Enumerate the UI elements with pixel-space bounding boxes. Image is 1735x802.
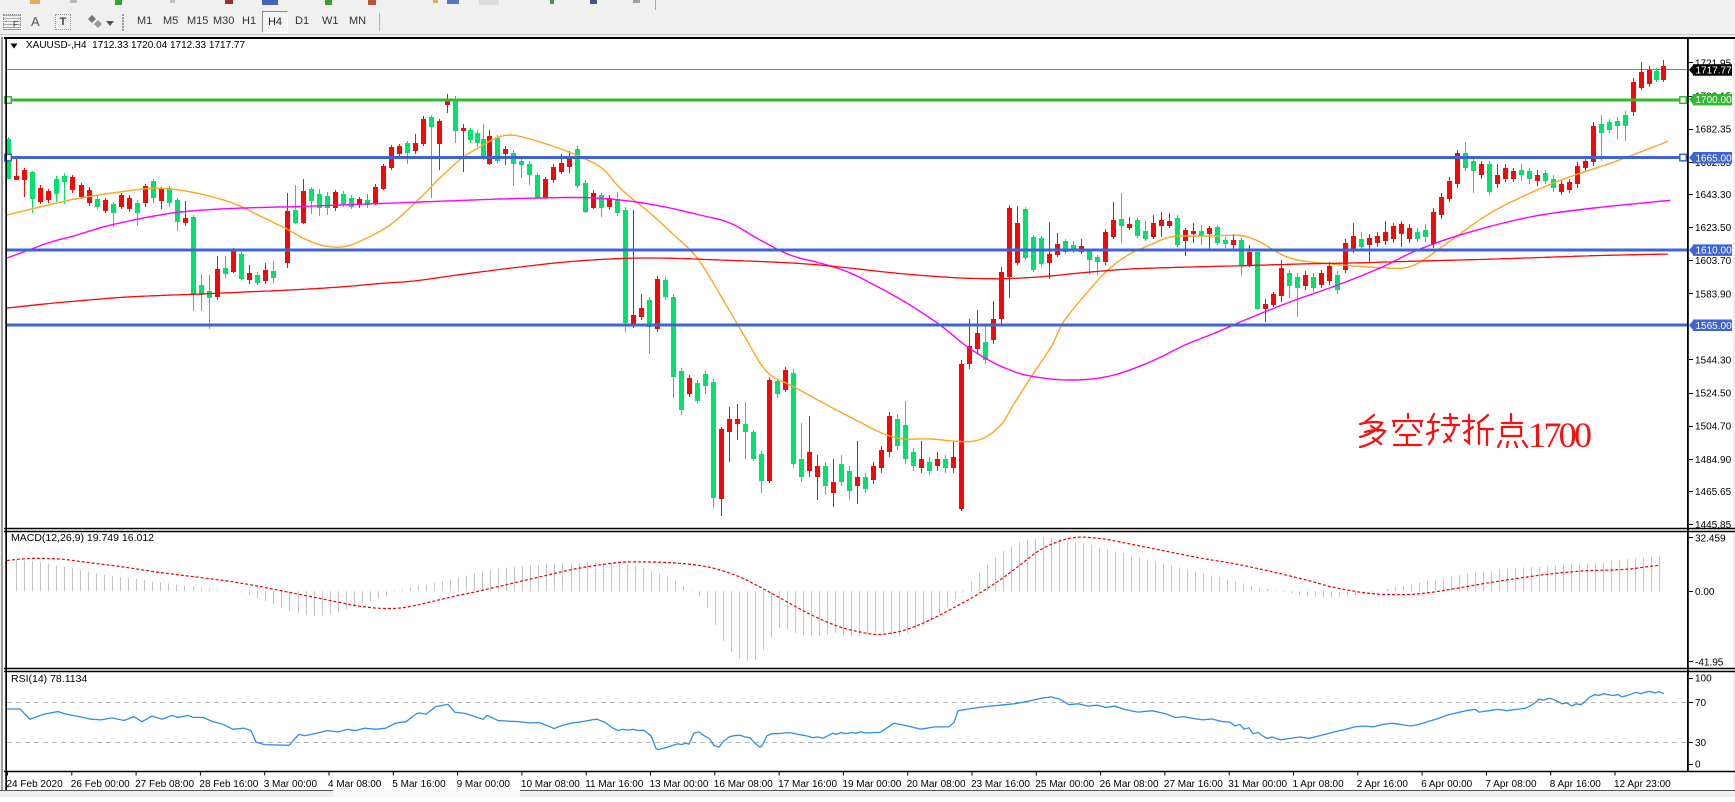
svg-text:1565.00: 1565.00 <box>1696 321 1733 332</box>
svg-text:30: 30 <box>1695 738 1707 749</box>
svg-text:25 Mar 00:00: 25 Mar 00:00 <box>1035 779 1094 790</box>
svg-text:28 Feb 16:00: 28 Feb 16:00 <box>199 779 258 790</box>
svg-text:27 Feb 08:00: 27 Feb 08:00 <box>135 779 194 790</box>
svg-text:10 Mar 08:00: 10 Mar 08:00 <box>521 779 580 790</box>
svg-text:XAUUSD-,H4 1712.33 1720.04 17: XAUUSD-,H4 1712.33 1720.04 1712.33 1717.… <box>26 40 245 51</box>
svg-text:1583.90: 1583.90 <box>1695 289 1732 300</box>
svg-text:11 Mar 16:00: 11 Mar 16:00 <box>585 779 644 790</box>
svg-text:1524.50: 1524.50 <box>1695 389 1732 400</box>
svg-text:26 Mar 08:00: 26 Mar 08:00 <box>1100 779 1159 790</box>
svg-text:100: 100 <box>1695 674 1712 685</box>
svg-text:2 Apr 16:00: 2 Apr 16:00 <box>1357 779 1409 790</box>
svg-text:9 Mar 00:00: 9 Mar 00:00 <box>457 779 511 790</box>
svg-text:1700: 1700 <box>1528 415 1592 455</box>
svg-text:13 Mar 00:00: 13 Mar 00:00 <box>650 779 709 790</box>
svg-text:32.459: 32.459 <box>1695 533 1726 544</box>
svg-text:24 Feb 2020: 24 Feb 2020 <box>7 779 64 790</box>
svg-text:19 Mar 00:00: 19 Mar 00:00 <box>842 779 901 790</box>
svg-text:MACD(12,26,9) 19.749 16.012: MACD(12,26,9) 19.749 16.012 <box>11 532 154 544</box>
svg-text:0: 0 <box>1695 760 1701 771</box>
svg-text:1484.90: 1484.90 <box>1695 455 1732 466</box>
svg-text:1643.30: 1643.30 <box>1695 190 1732 201</box>
svg-text:70: 70 <box>1695 698 1707 709</box>
svg-text:8 Apr 16:00: 8 Apr 16:00 <box>1550 779 1602 790</box>
svg-text:23 Mar 16:00: 23 Mar 16:00 <box>971 779 1030 790</box>
svg-text:7 Apr 08:00: 7 Apr 08:00 <box>1485 779 1537 790</box>
svg-text:1 Apr 08:00: 1 Apr 08:00 <box>1293 779 1345 790</box>
svg-text:16 Mar 08:00: 16 Mar 08:00 <box>714 779 773 790</box>
svg-text:26 Feb 00:00: 26 Feb 00:00 <box>71 779 130 790</box>
svg-text:1610.00: 1610.00 <box>1696 246 1733 257</box>
svg-text:1682.35: 1682.35 <box>1695 125 1732 136</box>
svg-text:0.00: 0.00 <box>1695 587 1715 598</box>
svg-text:20 Mar 08:00: 20 Mar 08:00 <box>907 779 966 790</box>
svg-text:1603.70: 1603.70 <box>1695 256 1732 267</box>
svg-text:5 Mar 16:00: 5 Mar 16:00 <box>392 779 446 790</box>
svg-text:31 Mar 00:00: 31 Mar 00:00 <box>1228 779 1287 790</box>
svg-text:17 Mar 16:00: 17 Mar 16:00 <box>778 779 837 790</box>
svg-text:1721.95: 1721.95 <box>1695 59 1732 70</box>
svg-text:-41.95: -41.95 <box>1695 657 1724 668</box>
svg-text:1700.00: 1700.00 <box>1696 95 1733 106</box>
svg-text:RSI(14) 78.1134: RSI(14) 78.1134 <box>11 673 87 685</box>
svg-text:1717.77: 1717.77 <box>1696 66 1733 77</box>
svg-text:1504.70: 1504.70 <box>1695 422 1732 433</box>
svg-text:4 Mar 08:00: 4 Mar 08:00 <box>328 779 382 790</box>
svg-text:12 Apr 23:00: 12 Apr 23:00 <box>1614 779 1671 790</box>
svg-text:1544.30: 1544.30 <box>1695 356 1732 367</box>
svg-text:6 Apr 00:00: 6 Apr 00:00 <box>1421 779 1473 790</box>
svg-text:1623.50: 1623.50 <box>1695 223 1732 234</box>
svg-text:1445.85: 1445.85 <box>1695 520 1732 531</box>
svg-text:1465.65: 1465.65 <box>1695 487 1732 498</box>
svg-text:1665.00: 1665.00 <box>1696 153 1733 164</box>
svg-text:27 Mar 16:00: 27 Mar 16:00 <box>1164 779 1223 790</box>
svg-text:3 Mar 00:00: 3 Mar 00:00 <box>264 779 318 790</box>
